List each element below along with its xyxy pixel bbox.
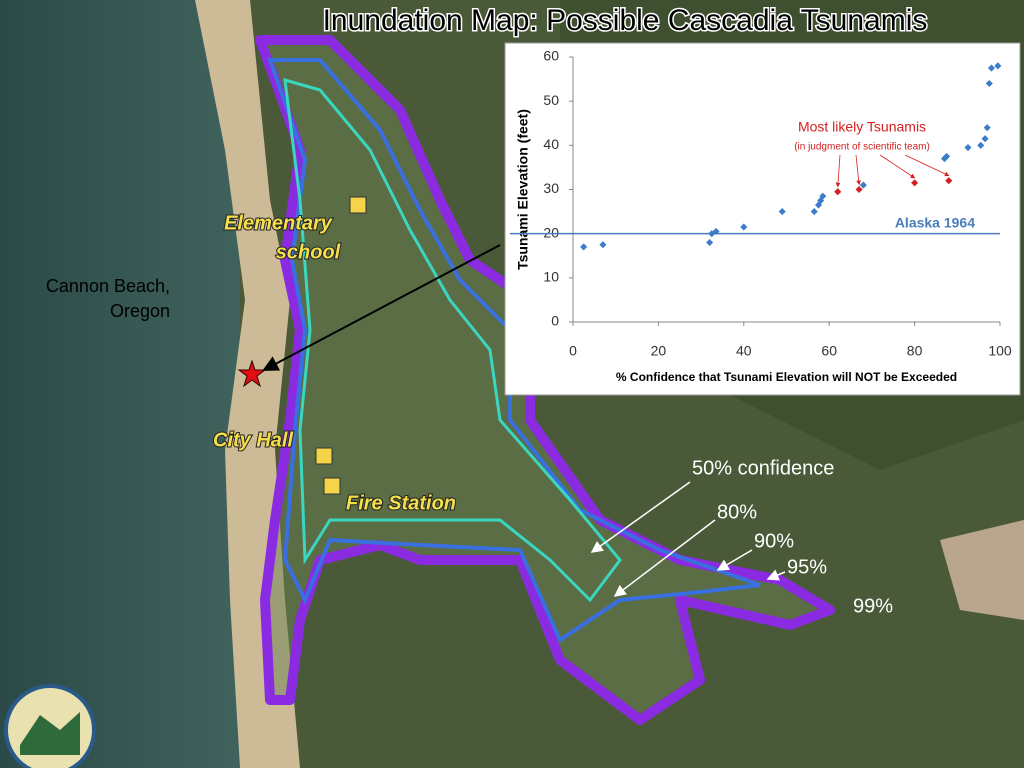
map-label: Elementary xyxy=(224,212,333,234)
x-tick-label: 40 xyxy=(736,343,752,359)
point xyxy=(994,62,1002,70)
annotation-arrow xyxy=(855,154,862,186)
contour-label: 95% xyxy=(787,556,827,578)
inset-chart: 0 10 20 30 40 50 60 0 20 40 60 80 100 % Confidence th… xyxy=(504,42,1021,396)
x-axis-label: % Confidence that Tsunami Elevation will… xyxy=(616,370,957,384)
x-tick-label: 100 xyxy=(988,343,1012,359)
y-tick-label: 0 xyxy=(551,313,559,329)
map-label: City Hall xyxy=(213,429,293,451)
y-tick-label: 50 xyxy=(543,92,559,108)
contour-label: 80% xyxy=(717,501,757,523)
point xyxy=(810,208,818,216)
title: Inundation Map: Possible Cascadia Tsunam… xyxy=(323,4,928,37)
annotation-arrow xyxy=(879,154,916,179)
annotation-arrow xyxy=(835,154,841,188)
annotation: (in judgment of scientific team) xyxy=(794,142,930,153)
point xyxy=(855,185,863,194)
map-label: Oregon xyxy=(110,301,170,321)
point xyxy=(911,179,919,187)
contour-label: 90% xyxy=(754,530,794,552)
point xyxy=(740,223,748,231)
x-tick-label: 60 xyxy=(821,343,837,359)
point xyxy=(985,79,993,88)
point xyxy=(987,64,995,72)
chart-background xyxy=(504,42,1021,396)
point xyxy=(834,188,842,196)
point xyxy=(580,243,588,251)
point xyxy=(859,181,867,189)
y-tick-label: 60 xyxy=(543,48,559,64)
y-tick-label: 40 xyxy=(543,136,559,152)
y-tick-label: 30 xyxy=(543,180,559,196)
map-label: school xyxy=(276,241,341,263)
x-tick-label: 0 xyxy=(569,343,577,359)
y-tick-label: 10 xyxy=(543,269,559,285)
point xyxy=(981,135,989,143)
annotation-arrow xyxy=(904,154,950,177)
point xyxy=(977,141,985,149)
point xyxy=(983,124,991,132)
map-label: Cannon Beach, xyxy=(46,276,170,296)
point xyxy=(712,227,720,235)
point xyxy=(819,192,827,200)
map-label: Fire Station xyxy=(346,492,456,514)
reference-label: Alaska 1964 xyxy=(895,214,975,230)
point xyxy=(599,241,607,249)
point xyxy=(778,208,786,216)
point xyxy=(943,152,951,160)
y-axis-label: Tsunami Elevation (feet) xyxy=(515,109,531,270)
y-tick-label: 20 xyxy=(543,224,559,240)
point xyxy=(945,177,953,185)
contour-label: 99% xyxy=(853,595,893,617)
x-tick-label: 20 xyxy=(651,343,667,359)
annotation: Most likely Tsunamis xyxy=(798,119,926,135)
contour-label: 50% confidence xyxy=(692,457,834,479)
x-tick-label: 80 xyxy=(907,343,923,359)
point xyxy=(706,238,714,247)
point xyxy=(964,144,972,152)
